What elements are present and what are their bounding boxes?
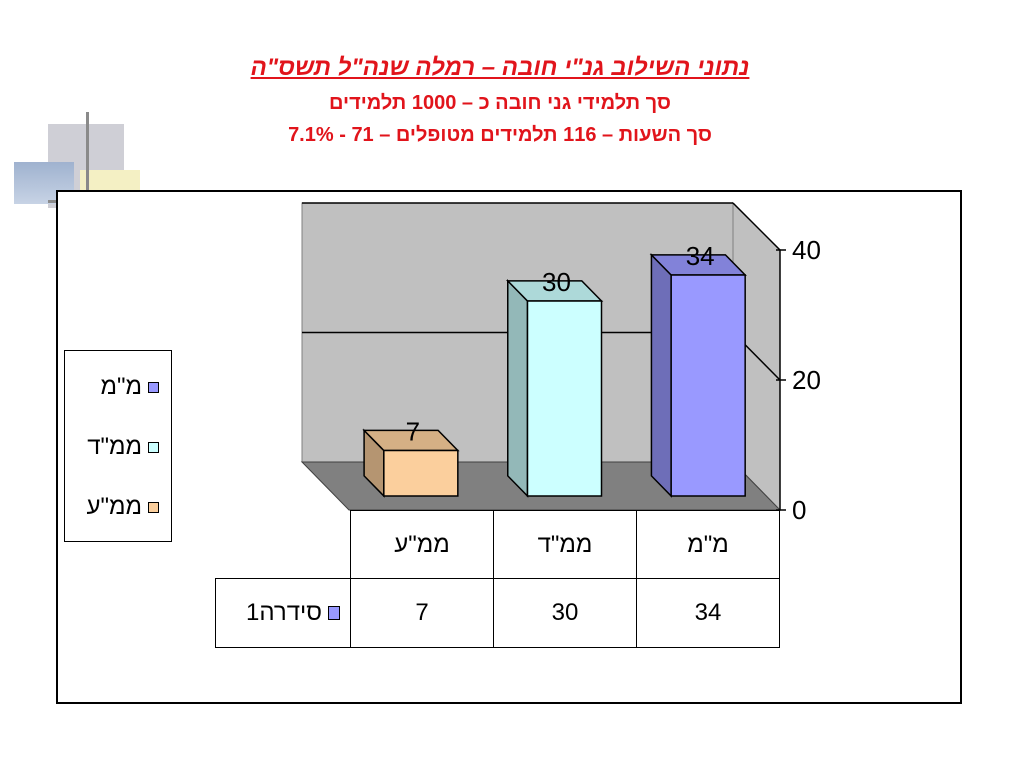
bar-side: [507, 279, 529, 498]
legend-item: ממ"ד: [65, 427, 171, 467]
y-axis-tick-label: 40: [792, 235, 821, 265]
table-value-cell: 7: [350, 578, 494, 648]
table-header-cell: מ"מ: [636, 510, 780, 579]
legend-item: מ"מ: [65, 367, 171, 407]
legend-label: מ"מ: [100, 373, 143, 400]
data-label: 7: [406, 416, 420, 446]
y-axis-tick-label: 20: [792, 365, 821, 395]
table-series-label: סידרה1: [246, 599, 322, 626]
decorative-yellow-square: [80, 170, 140, 192]
bar-side: [650, 253, 672, 498]
table-value-cell: 30: [493, 578, 637, 648]
data-label: 30: [542, 267, 571, 297]
gridline: [732, 202, 781, 251]
legend-swatch: [148, 441, 159, 453]
legend-swatch: [148, 501, 159, 513]
bar: [670, 274, 746, 497]
chart-legend: מ"מ ממ"ד ממ"ע: [64, 350, 172, 542]
slide-subtitle-students: סך תלמידי גני חובה כ – 1000 תלמידים: [329, 92, 671, 114]
slide-title: נתוני השילוב גנ"י חובה – רמלה שנה"ל תשס"…: [250, 54, 750, 81]
decorative-vertical-line: [86, 112, 89, 208]
table-header-cell: ממ"ד: [493, 510, 637, 579]
legend-label: ממ"ע: [86, 493, 142, 520]
table-series-swatch: [328, 606, 340, 620]
legend-item: ממ"ע: [65, 487, 171, 527]
table-value-cell: 34: [636, 578, 780, 648]
bar: [383, 449, 459, 497]
table-series-cell: סידרה1: [215, 578, 351, 648]
slide-subtitle-hours: סך השעות – 116 תלמידים מטופלים – 71 - 7.…: [288, 124, 712, 146]
legend-label: ממ"ד: [87, 433, 142, 460]
bar: [526, 300, 603, 497]
data-label: 34: [686, 241, 715, 271]
legend-swatch: [148, 381, 159, 393]
y-axis-tick-label: 0: [792, 495, 806, 525]
table-header-cell: ממ"ע: [350, 510, 494, 579]
